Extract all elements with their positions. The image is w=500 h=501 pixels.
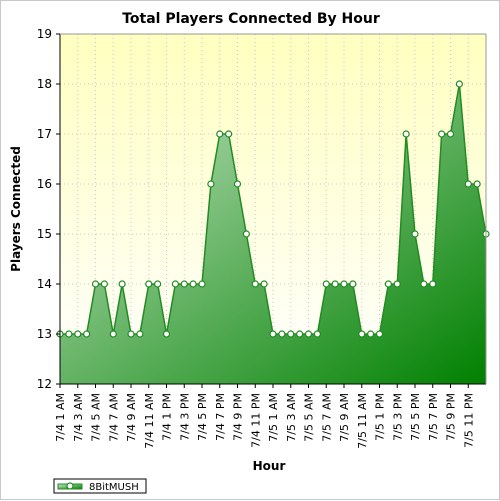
data-point	[411, 230, 419, 238]
x-tick-label: 7/5 7 AM	[320, 393, 333, 442]
x-tick-label: 7/5 11 PM	[462, 393, 475, 448]
data-point	[136, 330, 144, 338]
y-tick-label: 15	[37, 227, 52, 241]
y-tick-label: 13	[37, 327, 52, 341]
x-tick-label: 7/4 1 PM	[161, 393, 174, 441]
x-tick-label: 7/4 3 PM	[178, 393, 191, 441]
chart-title: Total Players Connected By Hour	[122, 11, 380, 27]
data-point	[384, 280, 392, 288]
x-tick-label: 7/4 3 AM	[72, 393, 85, 442]
data-point	[358, 330, 366, 338]
data-point	[225, 130, 233, 138]
x-tick-label: 7/4 1 AM	[54, 393, 67, 442]
x-tick-label: 7/5 3 AM	[285, 393, 298, 442]
data-point	[331, 280, 339, 288]
x-tick-label: 7/4 11 AM	[143, 393, 156, 449]
x-tick-label: 7/4 9 AM	[125, 393, 138, 442]
data-point	[429, 280, 437, 288]
x-tick-label: 7/5 3 PM	[391, 393, 404, 441]
data-point	[375, 330, 384, 338]
data-point	[207, 180, 215, 188]
data-point	[446, 130, 455, 138]
data-point	[278, 330, 286, 338]
data-point	[438, 130, 446, 138]
data-point	[118, 280, 126, 288]
x-tick-label: 7/4 7 PM	[214, 393, 227, 441]
data-point	[340, 280, 348, 288]
y-axis-ticks: 12 13 14 15 16 17 18 19	[37, 27, 60, 391]
data-point	[233, 180, 242, 188]
y-axis-title: Players Connected	[9, 146, 23, 272]
data-point	[162, 330, 171, 338]
data-point	[287, 330, 295, 338]
y-tick-label: 14	[37, 277, 52, 291]
data-point	[127, 330, 135, 338]
data-point	[420, 280, 428, 288]
x-tick-label: 7/4 7 AM	[107, 393, 120, 442]
x-tick-label: 7/5 1 AM	[267, 393, 280, 442]
data-point	[313, 330, 321, 338]
data-point	[393, 280, 401, 288]
x-tick-label: 7/4 5 PM	[196, 393, 209, 441]
data-point	[145, 280, 153, 288]
y-tick-label: 16	[37, 177, 52, 191]
x-tick-label: 7/4 11 PM	[249, 393, 262, 448]
data-point	[189, 280, 197, 288]
data-point	[260, 280, 268, 288]
data-point	[402, 130, 410, 138]
series-points-group	[56, 80, 490, 338]
data-point	[322, 280, 330, 288]
data-point	[251, 280, 259, 288]
data-point	[304, 330, 313, 338]
y-tick-label: 19	[37, 27, 52, 41]
data-point	[216, 130, 224, 138]
y-tick-label: 18	[37, 77, 52, 91]
x-tick-label: 7/5 5 AM	[303, 393, 316, 442]
data-point	[367, 330, 375, 338]
legend-marker	[66, 482, 74, 490]
data-point	[464, 180, 472, 188]
legend: 8BitMUSH	[53, 478, 147, 494]
x-tick-label: 7/5 9 PM	[445, 393, 458, 441]
x-tick-label: 7/5 11 AM	[356, 393, 369, 449]
data-point	[100, 280, 108, 288]
data-point	[473, 180, 481, 188]
data-point	[269, 330, 277, 338]
x-axis-title: Hour	[253, 459, 286, 473]
x-tick-label: 7/4 5 AM	[90, 393, 103, 442]
x-tick-label: 7/5 1 PM	[374, 393, 387, 441]
x-tick-label: 7/4 9 PM	[232, 393, 245, 441]
data-point	[171, 280, 179, 288]
data-point	[198, 280, 206, 288]
y-tick-label: 17	[37, 127, 52, 141]
data-point	[349, 280, 357, 288]
data-point	[455, 80, 463, 88]
x-tick-label: 7/5 7 PM	[427, 393, 440, 441]
data-point	[74, 330, 82, 338]
data-point	[154, 280, 162, 288]
y-tick-label: 12	[37, 377, 52, 391]
x-tick-label: 7/5 5 PM	[409, 393, 422, 441]
x-tick-label: 7/5 9 AM	[338, 393, 351, 442]
data-point	[296, 330, 304, 338]
data-point	[91, 280, 100, 288]
data-point	[109, 330, 117, 338]
x-axis-ticks: 7/4 1 AM 7/4 3 AM 7/4 5 AM 7/4 7 AM 7/4 9 AM…	[54, 384, 475, 449]
legend-label: 8BitMUSH	[89, 482, 139, 493]
data-point	[180, 280, 188, 288]
data-point	[65, 330, 73, 338]
data-point	[83, 330, 91, 338]
data-point	[242, 230, 250, 238]
